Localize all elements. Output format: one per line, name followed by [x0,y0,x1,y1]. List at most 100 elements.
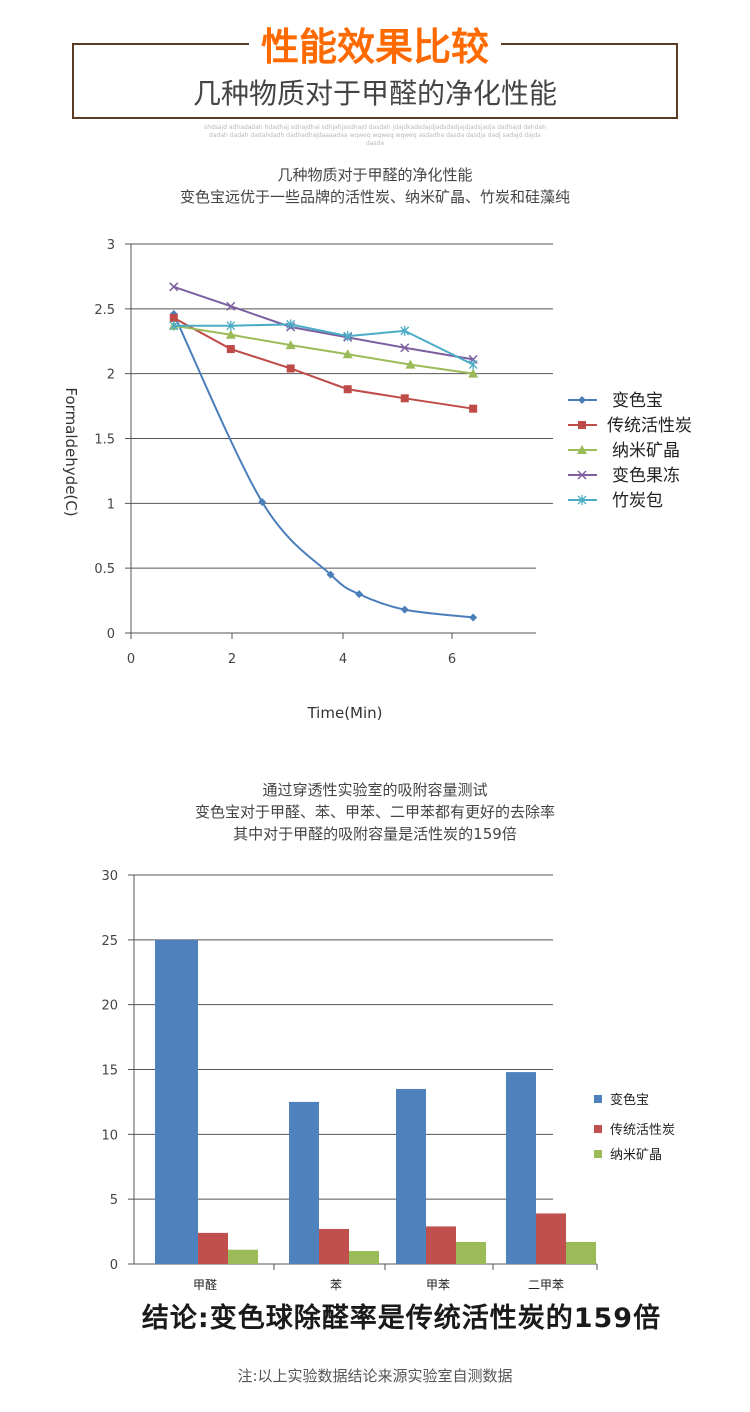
y-tick-label: 3 [107,238,115,253]
legend-label: 传统活性炭 [607,416,692,436]
legend-item-0: 变色宝 [568,391,663,411]
line-chart-caption: 几种物质对于甲醛的净化性能 变色宝远优于一些品牌的活性炭、纳米矿晶、竹炭和硅藻纯 [0,164,750,208]
line-chart-caption-line1: 几种物质对于甲醛的净化性能 [277,166,473,184]
data-point [469,404,478,413]
data-point [400,325,410,336]
data-point [169,320,179,331]
data-point [343,331,353,342]
x-tick-label: 6 [448,652,456,667]
y-tick-label: 5 [110,1193,118,1208]
bar [566,1241,596,1264]
bar [155,939,198,1264]
data-point [400,394,409,403]
data-point [468,359,478,370]
page-title-text: 性能效果比较 [248,25,501,69]
series-line [173,317,474,410]
legend-item-2: 纳米矿晶 [594,1148,662,1163]
x-tick-label: 0 [127,652,135,667]
legend-swatch [594,1095,602,1103]
legend-item-1: 传统活性炭 [594,1123,675,1138]
data-point [169,282,179,292]
legend-marker [577,445,587,454]
page-title: 性能效果比较 [0,16,750,71]
bar-chart-caption-line2: 变色宝对于甲醛、苯、甲苯、二甲苯都有更好的去除率 [194,803,555,821]
y-tick-label: 2 [107,368,115,383]
x-category-label: 甲苯 [426,1278,450,1292]
legend-item-1: 传统活性炭 [568,416,692,436]
legend-item-0: 变色宝 [594,1092,649,1108]
series-line [173,324,474,375]
data-point [342,349,353,359]
conclusion-text: 结论:变色球除醛率是传统活性炭的159倍 [141,1303,662,1334]
bar-group-3 [506,1072,596,1264]
bar-group-0 [155,939,258,1264]
legend-label: 纳米矿晶 [612,441,680,461]
data-point [468,368,479,378]
legend-marker [578,421,586,429]
y-tick-label: 25 [101,934,118,949]
x-category-label: 甲醛 [193,1277,217,1292]
fine-print: shdsajd adhadadah hdadhaj sdhajdhai sdhj… [204,124,546,147]
line-series-0 [169,310,478,622]
data-point [343,385,352,394]
bar [228,1249,258,1264]
bar [506,1072,536,1264]
data-point [226,320,236,331]
y-axis-title: Formaldehyde(C) [62,387,80,516]
y-tick-label: 10 [101,1128,118,1143]
series-line [173,323,474,366]
bar-chart-caption-line1: 通过穿透性实验室的吸附容量测试 [262,781,488,799]
legend-label: 纳米矿晶 [610,1148,662,1163]
bar [426,1226,456,1264]
bar [198,1232,228,1264]
y-tick-label: 1 [107,497,115,512]
formaldehyde-line-chart: 0 0.5 1 1.5 2 2.5 3 0 2 4 6 Time(Min) Formaldehyde(C… [62,238,692,722]
line-chart-caption-line2: 变色宝远优于一些品牌的活性炭、纳米矿晶、竹炭和硅藻纯 [179,188,570,206]
data-point [355,590,364,599]
data-point [285,340,296,350]
line-series-3 [169,282,478,364]
line-series-2 [168,320,479,378]
bar [319,1228,349,1264]
data-point [405,359,416,369]
bar [289,1101,319,1264]
data-point [286,364,295,373]
x-axis-title: Time(Min) [306,704,382,722]
y-tick-label: 30 [101,869,118,884]
bar-group-2 [396,1088,486,1264]
x-tick-label: 2 [228,652,236,667]
data-point [226,345,235,354]
y-tick-label: 2.5 [94,303,115,318]
data-point [400,343,410,353]
legend-item-2: 纳米矿晶 [568,441,680,461]
y-tick-label: 0.5 [94,562,115,577]
bar [349,1251,379,1264]
line-series-4 [169,319,478,370]
legend-label: 变色宝 [610,1092,649,1108]
page-subtitle: 几种物质对于甲醛的净化性能 [192,77,557,110]
data-point [469,613,478,622]
line-series-1 [169,313,478,413]
data-point [226,301,236,311]
legend-item-4: 竹炭包 [568,491,663,511]
bar-group-1 [289,1101,379,1264]
legend-label: 变色宝 [612,391,663,411]
bar [536,1213,566,1264]
legend-swatch [594,1125,602,1133]
bar-chart-caption: 通过穿透性实验室的吸附容量测试 变色宝对于甲醛、苯、甲苯、二甲苯都有更好的去除率… [0,779,750,845]
data-point [258,498,267,507]
data-point [400,605,409,614]
footnote: 注:以上实验数据结论来源实验室自测数据 [237,1367,513,1385]
x-tick-label: 4 [339,652,347,667]
y-tick-label: 20 [101,999,118,1014]
y-tick-label: 0 [107,627,115,642]
legend-item-3: 变色果冻 [568,466,680,486]
legend-label: 传统活性炭 [610,1123,675,1138]
y-tick-label: 15 [101,1064,118,1079]
legend-label: 变色果冻 [612,466,680,486]
data-point [286,319,296,330]
legend-marker [577,495,587,505]
data-point [326,570,335,579]
legend-swatch [594,1150,602,1158]
